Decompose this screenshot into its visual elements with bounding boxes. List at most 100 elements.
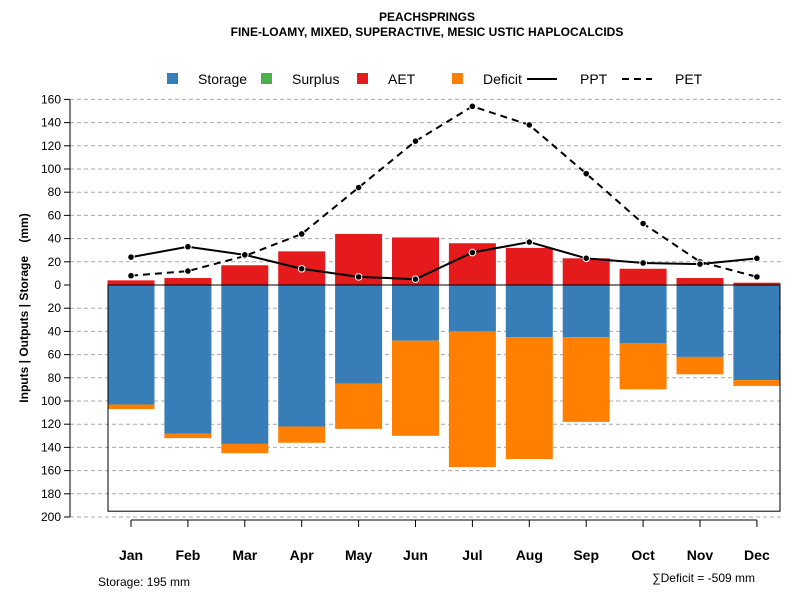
y-tick-label: 140: [41, 116, 61, 130]
storage-bar: [448, 285, 496, 332]
storage-bar: [107, 285, 155, 405]
surplus-legend-swatch: [261, 73, 272, 84]
x-tick-label: Sep: [573, 547, 599, 563]
pet-point: [468, 102, 477, 111]
pet-line: [130, 105, 758, 278]
y-tick-label: 60: [48, 208, 62, 222]
ppt-point: [696, 260, 704, 268]
ppt-point: [753, 254, 761, 263]
aet-bar: [164, 278, 212, 285]
x-tick-label: Nov: [687, 547, 714, 563]
y-tick-label: 100: [41, 162, 61, 176]
y-tick-label: 160: [41, 464, 61, 478]
x-tick-label: May: [345, 547, 372, 563]
x-tick-label: Mar: [232, 547, 257, 563]
x-tick-label: Jun: [403, 547, 428, 563]
y-tick-label: 20: [48, 301, 62, 315]
y-tick-label: 40: [48, 324, 62, 338]
ppt-point: [468, 248, 477, 257]
aet-bar: [733, 282, 781, 285]
y-axis-label: Inputs | Outputs | Storage (mm): [17, 213, 31, 402]
x-tick-label: Feb: [175, 547, 200, 563]
ppt-point: [411, 275, 420, 284]
x-tick-label: Jan: [119, 547, 143, 563]
storage-footnote: Storage: 195 mm: [98, 575, 190, 589]
series-lines: [127, 102, 761, 284]
y-tick-label: 80: [48, 371, 62, 385]
storage-bar: [164, 285, 212, 434]
y-tick-label: 20: [48, 255, 62, 269]
x-tick-label: Apr: [290, 547, 315, 563]
deficit-bar: [107, 404, 155, 410]
deficit-bar: [278, 426, 326, 443]
ppt-line: [130, 241, 758, 281]
deficit-legend-swatch: [452, 73, 463, 84]
y-tick-label: 80: [48, 185, 62, 199]
pet-point: [753, 273, 761, 281]
aet-bar: [676, 278, 724, 285]
storage-bar: [335, 285, 383, 384]
y-tick-label: 100: [41, 394, 61, 408]
ppt-legend-label: PPT: [580, 71, 608, 87]
y-tick-label: 140: [41, 440, 61, 454]
x-tick-label: Aug: [516, 547, 543, 563]
deficit-bar: [733, 380, 781, 386]
surplus-legend-label: Surplus: [292, 71, 339, 87]
deficit-bar: [562, 337, 610, 422]
chart-subtitle: FINE-LOAMY, MIXED, SUPERACTIVE, MESIC US…: [231, 25, 624, 39]
pet-point: [297, 230, 306, 238]
y-tick-label: 0: [54, 278, 61, 292]
aet-bar: [221, 265, 269, 285]
storage-bar: [676, 285, 724, 357]
deficit-bar: [619, 343, 667, 390]
x-tick-label: Jul: [462, 547, 482, 563]
y-axis: 1601401201008060402002040608010012014016…: [41, 92, 71, 524]
x-tick-label: Dec: [744, 547, 770, 563]
aet-bar: [505, 247, 553, 285]
x-tick-label: Oct: [631, 547, 655, 563]
y-tick-label: 200: [41, 510, 61, 524]
deficit-footnote: ∑Deficit = -509 mm: [652, 571, 755, 585]
pet-point: [411, 137, 420, 145]
pet-point: [525, 121, 534, 129]
ppt-point: [582, 254, 591, 263]
pet-point: [354, 183, 363, 192]
pet-point: [639, 219, 647, 228]
pet-legend-label: PET: [675, 71, 703, 87]
deficit-bar: [392, 340, 439, 436]
y-tick-label: 120: [41, 139, 61, 153]
aet-legend-label: AET: [388, 71, 416, 87]
deficit-bar: [448, 331, 496, 468]
x-axis: Jan Feb Mar Apr May Jun Jul Aug Sep Oct Nov Dec: [119, 519, 770, 563]
ppt-point: [297, 264, 306, 273]
storage-bar: [221, 285, 269, 444]
deficit-bar: [676, 356, 724, 375]
aet-legend-swatch: [357, 73, 368, 84]
ppt-point: [184, 242, 192, 251]
aet-bar: [619, 268, 667, 285]
y-tick-label: 60: [48, 348, 62, 362]
deficit-bar: [335, 383, 383, 429]
storage-bar: [278, 285, 326, 427]
y-tick-label: 40: [48, 232, 62, 246]
storage-legend-swatch: [167, 73, 178, 84]
chart-title: PEACHSPRINGS: [379, 10, 475, 24]
pet-point: [184, 267, 192, 275]
ppt-point: [127, 253, 135, 261]
storage-legend-label: Storage: [198, 71, 247, 87]
pet-point: [582, 169, 591, 178]
aet-bar: [562, 258, 610, 285]
y-tick-label: 180: [41, 487, 61, 501]
ppt-point: [241, 251, 249, 259]
ppt-point: [639, 259, 647, 267]
storage-bar: [733, 285, 781, 381]
aet-bar: [107, 280, 155, 285]
storage-bar: [392, 285, 439, 341]
pet-point: [127, 271, 135, 280]
storage-bar: [619, 285, 667, 343]
deficit-bar: [505, 337, 553, 459]
deficit-bar: [221, 443, 269, 454]
deficit-bar: [164, 433, 212, 439]
ppt-point: [354, 273, 363, 281]
deficit-legend-label: Deficit: [483, 71, 522, 87]
